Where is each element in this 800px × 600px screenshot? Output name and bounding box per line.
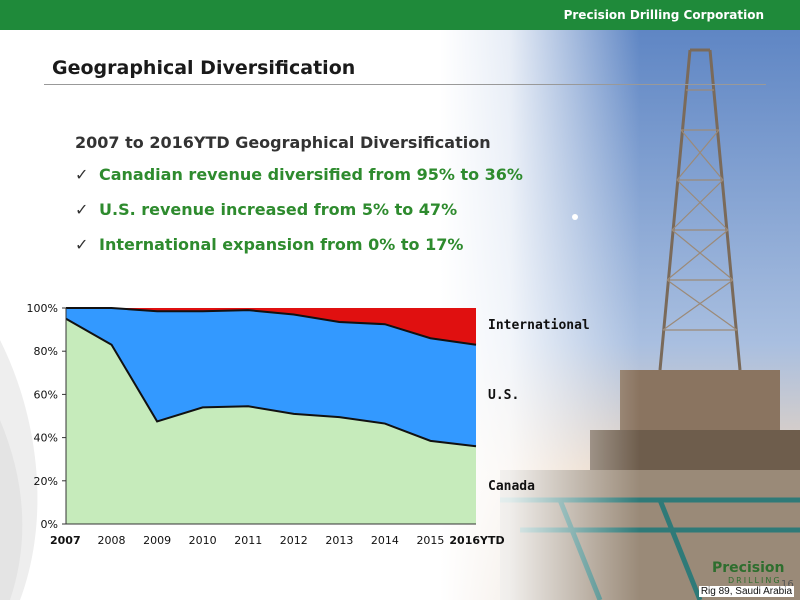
boundary-line-u-s (66, 307, 477, 346)
x-tick-label: 2008 (98, 534, 126, 547)
x-tick-label: 2010 (189, 534, 217, 547)
photo-caption: Rig 89, Saudi Arabia (698, 586, 794, 597)
checkmark-icon: ✓ (75, 165, 89, 184)
series-label-international: International (488, 318, 590, 333)
checkmark-icon: ✓ (75, 200, 89, 219)
slide-title: Geographical Diversification (52, 57, 356, 79)
boundary-line-canada (65, 317, 477, 448)
x-tick-label: 2013 (325, 534, 353, 547)
decorative-swoosh (0, 340, 38, 600)
x-tick-label: 2011 (234, 534, 262, 547)
y-tick-label: 40% (34, 432, 58, 445)
x-tick-label: 2009 (143, 534, 171, 547)
y-tick-label: 20% (34, 475, 58, 488)
y-tick-label: 80% (34, 345, 58, 358)
checkmark-icon: ✓ (75, 235, 89, 254)
bullet-item: ✓ International expansion from 0% to 17% (75, 235, 523, 270)
content-title: 2007 to 2016YTD Geographical Diversifica… (75, 133, 491, 152)
title-divider (44, 84, 766, 85)
area-international (66, 308, 476, 345)
x-tick-label: 2016YTD (449, 534, 504, 547)
y-tick-label: 60% (34, 388, 58, 401)
bullet-item: ✓ U.S. revenue increased from 5% to 47% (75, 200, 523, 235)
series-label-us: U.S. (488, 388, 520, 403)
stacked-area-chart: 0% 20% 40% 60% 80% 100% 2007 2008 2009 2010 2011 20… (27, 302, 505, 547)
x-tick-label: 2015 (416, 534, 444, 547)
y-tick-label: 0% (41, 518, 58, 531)
header-bar: Precision Drilling Corporation (0, 0, 800, 30)
precision-logo-sub: DRILLING (728, 576, 782, 585)
series-label-canada: Canada (488, 479, 535, 494)
x-tick-label: 2012 (280, 534, 308, 547)
bullet-item: ✓ Canadian revenue diversified from 95% t… (75, 165, 523, 200)
bullet-text: Canadian revenue diversified from 95% to… (99, 165, 523, 184)
y-tick-label: 100% (27, 302, 58, 315)
x-tick-label: 2007 (50, 534, 81, 547)
bullet-text: International expansion from 0% to 17% (99, 235, 464, 254)
x-tick-label: 2014 (371, 534, 399, 547)
page-number: 16 (781, 579, 794, 590)
bullet-text: U.S. revenue increased from 5% to 47% (99, 200, 458, 219)
company-name: Precision Drilling Corporation (563, 8, 764, 22)
area-canada (66, 318, 476, 524)
area-u-s (66, 308, 476, 447)
bullet-list: ✓ Canadian revenue diversified from 95% t… (75, 165, 523, 270)
chart-container: 0% 20% 40% 60% 80% 100% 2007 2008 2009 2010 2011 20… (0, 290, 520, 560)
precision-logo: Precision (712, 560, 785, 576)
